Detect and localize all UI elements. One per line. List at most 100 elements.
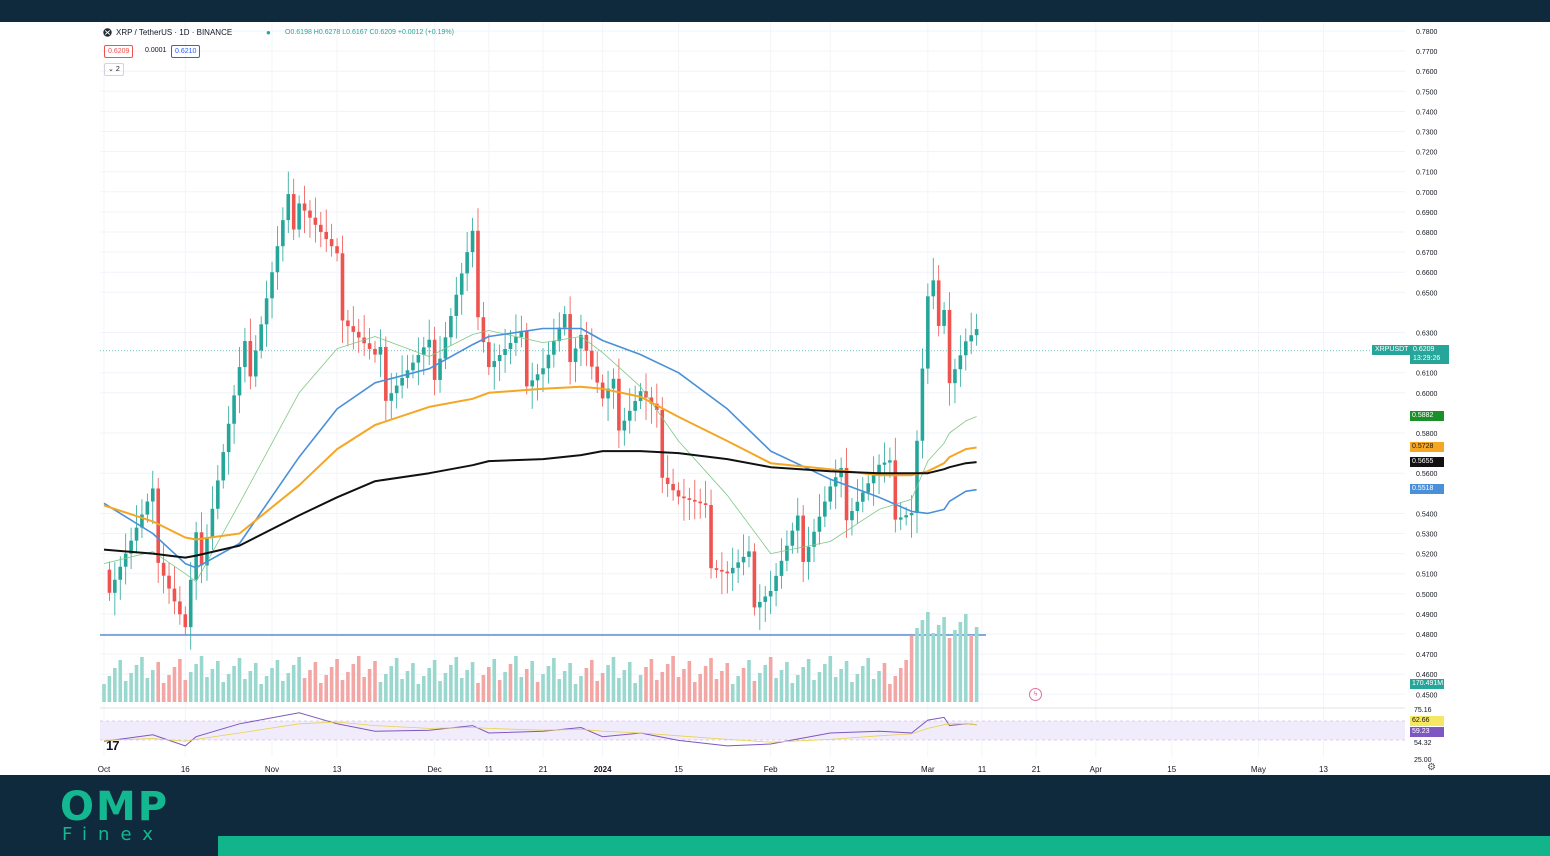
candle-body [281, 220, 285, 247]
chevron-down-icon: ⌄ [108, 66, 114, 73]
volume-bar [476, 683, 480, 702]
volume-bar [324, 675, 329, 702]
price-tick-label: 0.5400 [1416, 511, 1438, 518]
candle-body [178, 601, 182, 615]
candle-body [855, 501, 860, 511]
price-tick-label: 0.4700 [1416, 652, 1438, 659]
candle-body [600, 382, 605, 399]
volume-bar [611, 657, 616, 702]
candle-body [535, 374, 540, 381]
current-price-value: 0.6209 [1413, 346, 1435, 353]
candle-body [161, 562, 166, 576]
time-tick-label: 2024 [594, 765, 612, 774]
volume-bar [606, 665, 610, 702]
volume-bar [443, 673, 448, 702]
price-tick-label: 0.5300 [1416, 532, 1438, 539]
volume-bar [806, 659, 811, 702]
volume-bar [394, 658, 399, 702]
volume-bar [421, 676, 426, 702]
volume-bar [947, 638, 952, 702]
price-tick-label: 0.7100 [1416, 170, 1438, 177]
candle-body [335, 246, 339, 254]
volume-bar [373, 661, 377, 702]
volume-bar [703, 666, 708, 702]
volume-bar [454, 657, 459, 702]
volume-bar [524, 669, 529, 702]
volume-bar [167, 675, 171, 702]
price-tick-label: 0.6300 [1416, 331, 1438, 338]
candle-body [692, 499, 697, 502]
time-tick-label: 13 [1319, 765, 1328, 774]
candle-body [373, 348, 377, 355]
rsi-band [100, 721, 1405, 740]
price-chart[interactable]: 0.7800 0.7700 0.7600 0.7500 0.7400 0.7300 0.72… [0, 22, 1550, 775]
volume-bar [633, 683, 637, 702]
candle-body [118, 566, 123, 580]
indicators-toggle[interactable]: ⌄ 2 [104, 63, 124, 76]
symbol-title[interactable]: XRP / TetherUS · 1D · BINANCE [116, 28, 233, 37]
candle-body [470, 230, 475, 253]
volume-bar [297, 657, 301, 702]
candle-body [584, 334, 589, 351]
volume-bar [432, 660, 437, 702]
candle-body [617, 378, 621, 431]
volume-bar [264, 676, 269, 702]
candle-body [958, 355, 963, 370]
volume-bar [671, 656, 675, 702]
price-tick-label: 0.4800 [1416, 632, 1438, 639]
volume-bar [319, 683, 323, 702]
candle-body [817, 516, 822, 532]
ma200-price-label: 0.5655 [1410, 457, 1444, 467]
candle-body [877, 464, 881, 475]
brand-logo-main: OMP [60, 784, 170, 830]
time-tick-label: Mar [921, 765, 935, 774]
volume-bar [915, 628, 919, 702]
candle-body [286, 194, 291, 221]
candle-body [709, 505, 713, 569]
candle-body [611, 378, 616, 389]
volume-bar [741, 668, 746, 702]
price-tick-label: 0.5100 [1416, 572, 1438, 579]
buy-price-button[interactable]: 0.6210 [171, 45, 201, 58]
footer-bar: OMP Finex [0, 775, 1550, 856]
ma100-line [103, 385, 977, 541]
volume-bar [107, 676, 112, 702]
settings-gear-icon[interactable]: ⚙ [1427, 762, 1436, 773]
volume-bar [405, 671, 410, 702]
candle-body [785, 545, 789, 561]
sell-price-button[interactable]: 0.6209 [104, 45, 134, 58]
rsi-ma-line [103, 721, 977, 743]
volume-bar [281, 681, 285, 702]
bar-countdown: 13:29:26 [1413, 355, 1441, 362]
volume-bar [535, 682, 540, 702]
volume-bar [259, 684, 263, 702]
volume-bar [785, 662, 789, 702]
volume-bar [286, 673, 291, 702]
volume-bar [584, 668, 589, 702]
volume-bar [839, 669, 843, 702]
candle-body [232, 395, 236, 424]
candle-body [356, 331, 361, 338]
candle-body [140, 514, 144, 528]
candle-body [248, 341, 253, 377]
price-tick-label: 0.7700 [1416, 49, 1438, 56]
volume-bar [969, 635, 973, 702]
candle-body [541, 368, 545, 375]
price-tick-label: 0.5200 [1416, 552, 1438, 559]
volume-bar [134, 665, 139, 702]
price-tick-label: 0.6900 [1416, 210, 1438, 217]
lightning-icon[interactable]: ϟ [1029, 688, 1042, 701]
candle-body [400, 377, 404, 386]
volume-bar [850, 682, 854, 702]
candle-body [123, 553, 128, 567]
volume-bar [356, 656, 361, 702]
candle-body [590, 350, 594, 367]
candle-body [660, 409, 665, 478]
rsi-value-label: 62.66 [1410, 716, 1444, 726]
candle-body [779, 560, 784, 576]
candle-body [606, 388, 610, 399]
volume-bar [253, 663, 258, 702]
volume-bar [221, 682, 226, 702]
volume-bar [178, 659, 182, 702]
volume-bar [833, 677, 838, 702]
